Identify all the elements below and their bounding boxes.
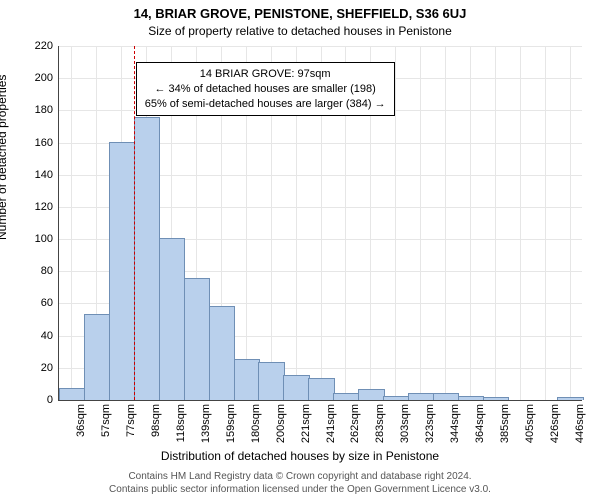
- x-tick-label: 57sqm: [100, 404, 112, 437]
- annotation-line: ← 34% of detached houses are smaller (19…: [145, 82, 386, 97]
- x-tick-label: 200sqm: [275, 404, 287, 443]
- y-tick-label: 200: [35, 72, 59, 84]
- histogram-plot: 02040608010012014016018020022036sqm57sqm…: [58, 46, 582, 401]
- y-tick-label: 220: [35, 40, 59, 52]
- y-tick-label: 120: [35, 201, 59, 213]
- histogram-bar: [333, 393, 359, 400]
- gridline-vertical: [445, 46, 446, 400]
- x-tick-label: 159sqm: [225, 404, 237, 443]
- x-tick-label: 98sqm: [150, 404, 162, 437]
- y-tick-label: 40: [41, 330, 59, 342]
- y-tick-label: 140: [35, 169, 59, 181]
- histogram-bar: [258, 362, 284, 400]
- gridline-vertical: [495, 46, 496, 400]
- histogram-bar: [433, 393, 459, 400]
- footer-attribution: Contains HM Land Registry data © Crown c…: [0, 471, 600, 496]
- property-marker-line: [134, 46, 135, 400]
- histogram-bar: [458, 396, 484, 400]
- x-tick-label: 118sqm: [175, 404, 187, 442]
- x-tick-label: 139sqm: [200, 404, 212, 443]
- x-tick-label: 77sqm: [125, 404, 137, 437]
- gridline-vertical: [570, 46, 571, 400]
- y-tick-label: 0: [47, 394, 59, 406]
- x-tick-label: 405sqm: [524, 404, 536, 443]
- histogram-bar: [383, 396, 409, 400]
- histogram-bar: [109, 142, 135, 400]
- histogram-bar: [283, 375, 309, 400]
- y-tick-label: 80: [41, 265, 59, 277]
- histogram-bar: [84, 314, 110, 400]
- x-tick-label: 446sqm: [574, 404, 586, 443]
- y-tick-label: 180: [35, 104, 59, 116]
- gridline-vertical: [395, 46, 396, 400]
- histogram-bar: [483, 397, 509, 400]
- x-tick-label: 426sqm: [549, 404, 561, 443]
- footer-line-2: Contains public sector information licen…: [0, 484, 600, 497]
- annotation-line: 14 BRIAR GROVE: 97sqm: [145, 67, 386, 82]
- gridline-vertical: [71, 46, 72, 400]
- x-tick-label: 180sqm: [250, 404, 262, 443]
- x-tick-label: 364sqm: [474, 404, 486, 443]
- x-tick-label: 36sqm: [75, 404, 87, 437]
- gridline-vertical: [420, 46, 421, 400]
- histogram-bar: [234, 359, 260, 400]
- x-tick-label: 241sqm: [325, 404, 337, 443]
- x-tick-label: 221sqm: [300, 404, 312, 443]
- histogram-bar: [358, 389, 384, 400]
- footer-line-1: Contains HM Land Registry data © Crown c…: [0, 471, 600, 484]
- annotation-line: 65% of semi-detached houses are larger (…: [145, 97, 386, 112]
- histogram-bar: [308, 378, 334, 400]
- x-tick-label: 262sqm: [349, 404, 361, 443]
- x-tick-label: 385sqm: [499, 404, 511, 443]
- histogram-bar: [184, 278, 210, 400]
- histogram-bar: [209, 306, 235, 400]
- gridline-vertical: [545, 46, 546, 400]
- y-tick-label: 100: [35, 233, 59, 245]
- gridline-vertical: [520, 46, 521, 400]
- histogram-bar: [159, 238, 185, 400]
- y-tick-label: 60: [41, 297, 59, 309]
- x-tick-label: 303sqm: [399, 404, 411, 443]
- x-axis-label: Distribution of detached houses by size …: [0, 449, 600, 463]
- x-tick-label: 283sqm: [374, 404, 386, 443]
- x-tick-label: 344sqm: [449, 404, 461, 443]
- gridline-vertical: [470, 46, 471, 400]
- page-subtitle: Size of property relative to detached ho…: [0, 24, 600, 38]
- y-tick-label: 160: [35, 137, 59, 149]
- y-tick-label: 20: [41, 362, 59, 374]
- histogram-bar: [408, 393, 434, 400]
- annotation-box: 14 BRIAR GROVE: 97sqm← 34% of detached h…: [136, 62, 395, 117]
- histogram-bar: [134, 117, 160, 400]
- x-tick-label: 323sqm: [424, 404, 436, 443]
- histogram-bar: [59, 388, 85, 400]
- histogram-bar: [557, 397, 583, 400]
- y-axis-label: Number of detached properties: [0, 75, 9, 240]
- page-title: 14, BRIAR GROVE, PENISTONE, SHEFFIELD, S…: [0, 6, 600, 21]
